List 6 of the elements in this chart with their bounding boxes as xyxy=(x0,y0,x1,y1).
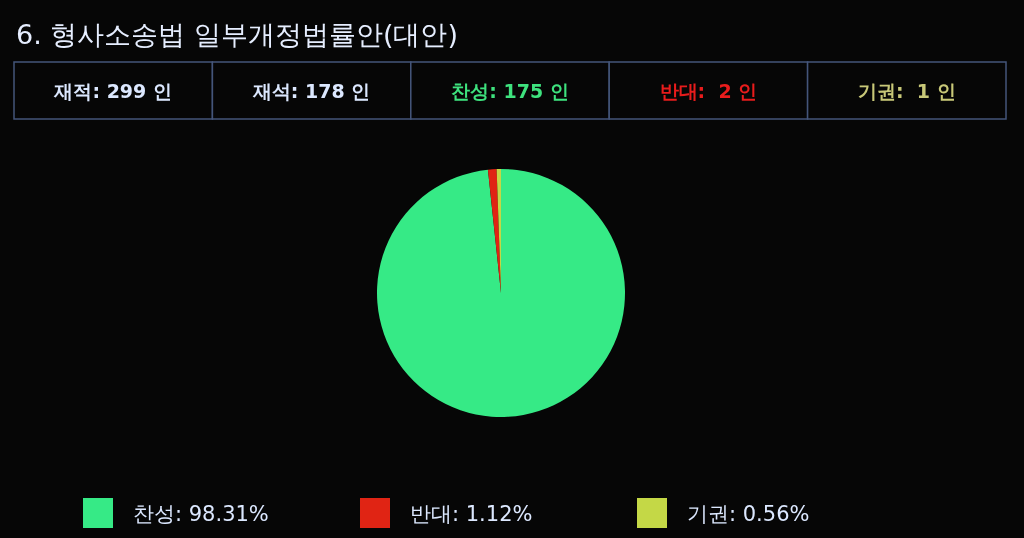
title: 6. 형사소송법 일부개정법률안(대안) xyxy=(16,19,458,50)
annotation: 반대: 2 인 xyxy=(659,80,758,102)
annotation: 기권: 1 인 xyxy=(857,80,956,102)
annotation: 재석: 178 인 xyxy=(252,80,371,102)
annotation: 재적: 299 인 xyxy=(54,80,172,102)
annotation: 찬성: 175 인 xyxy=(451,80,569,102)
